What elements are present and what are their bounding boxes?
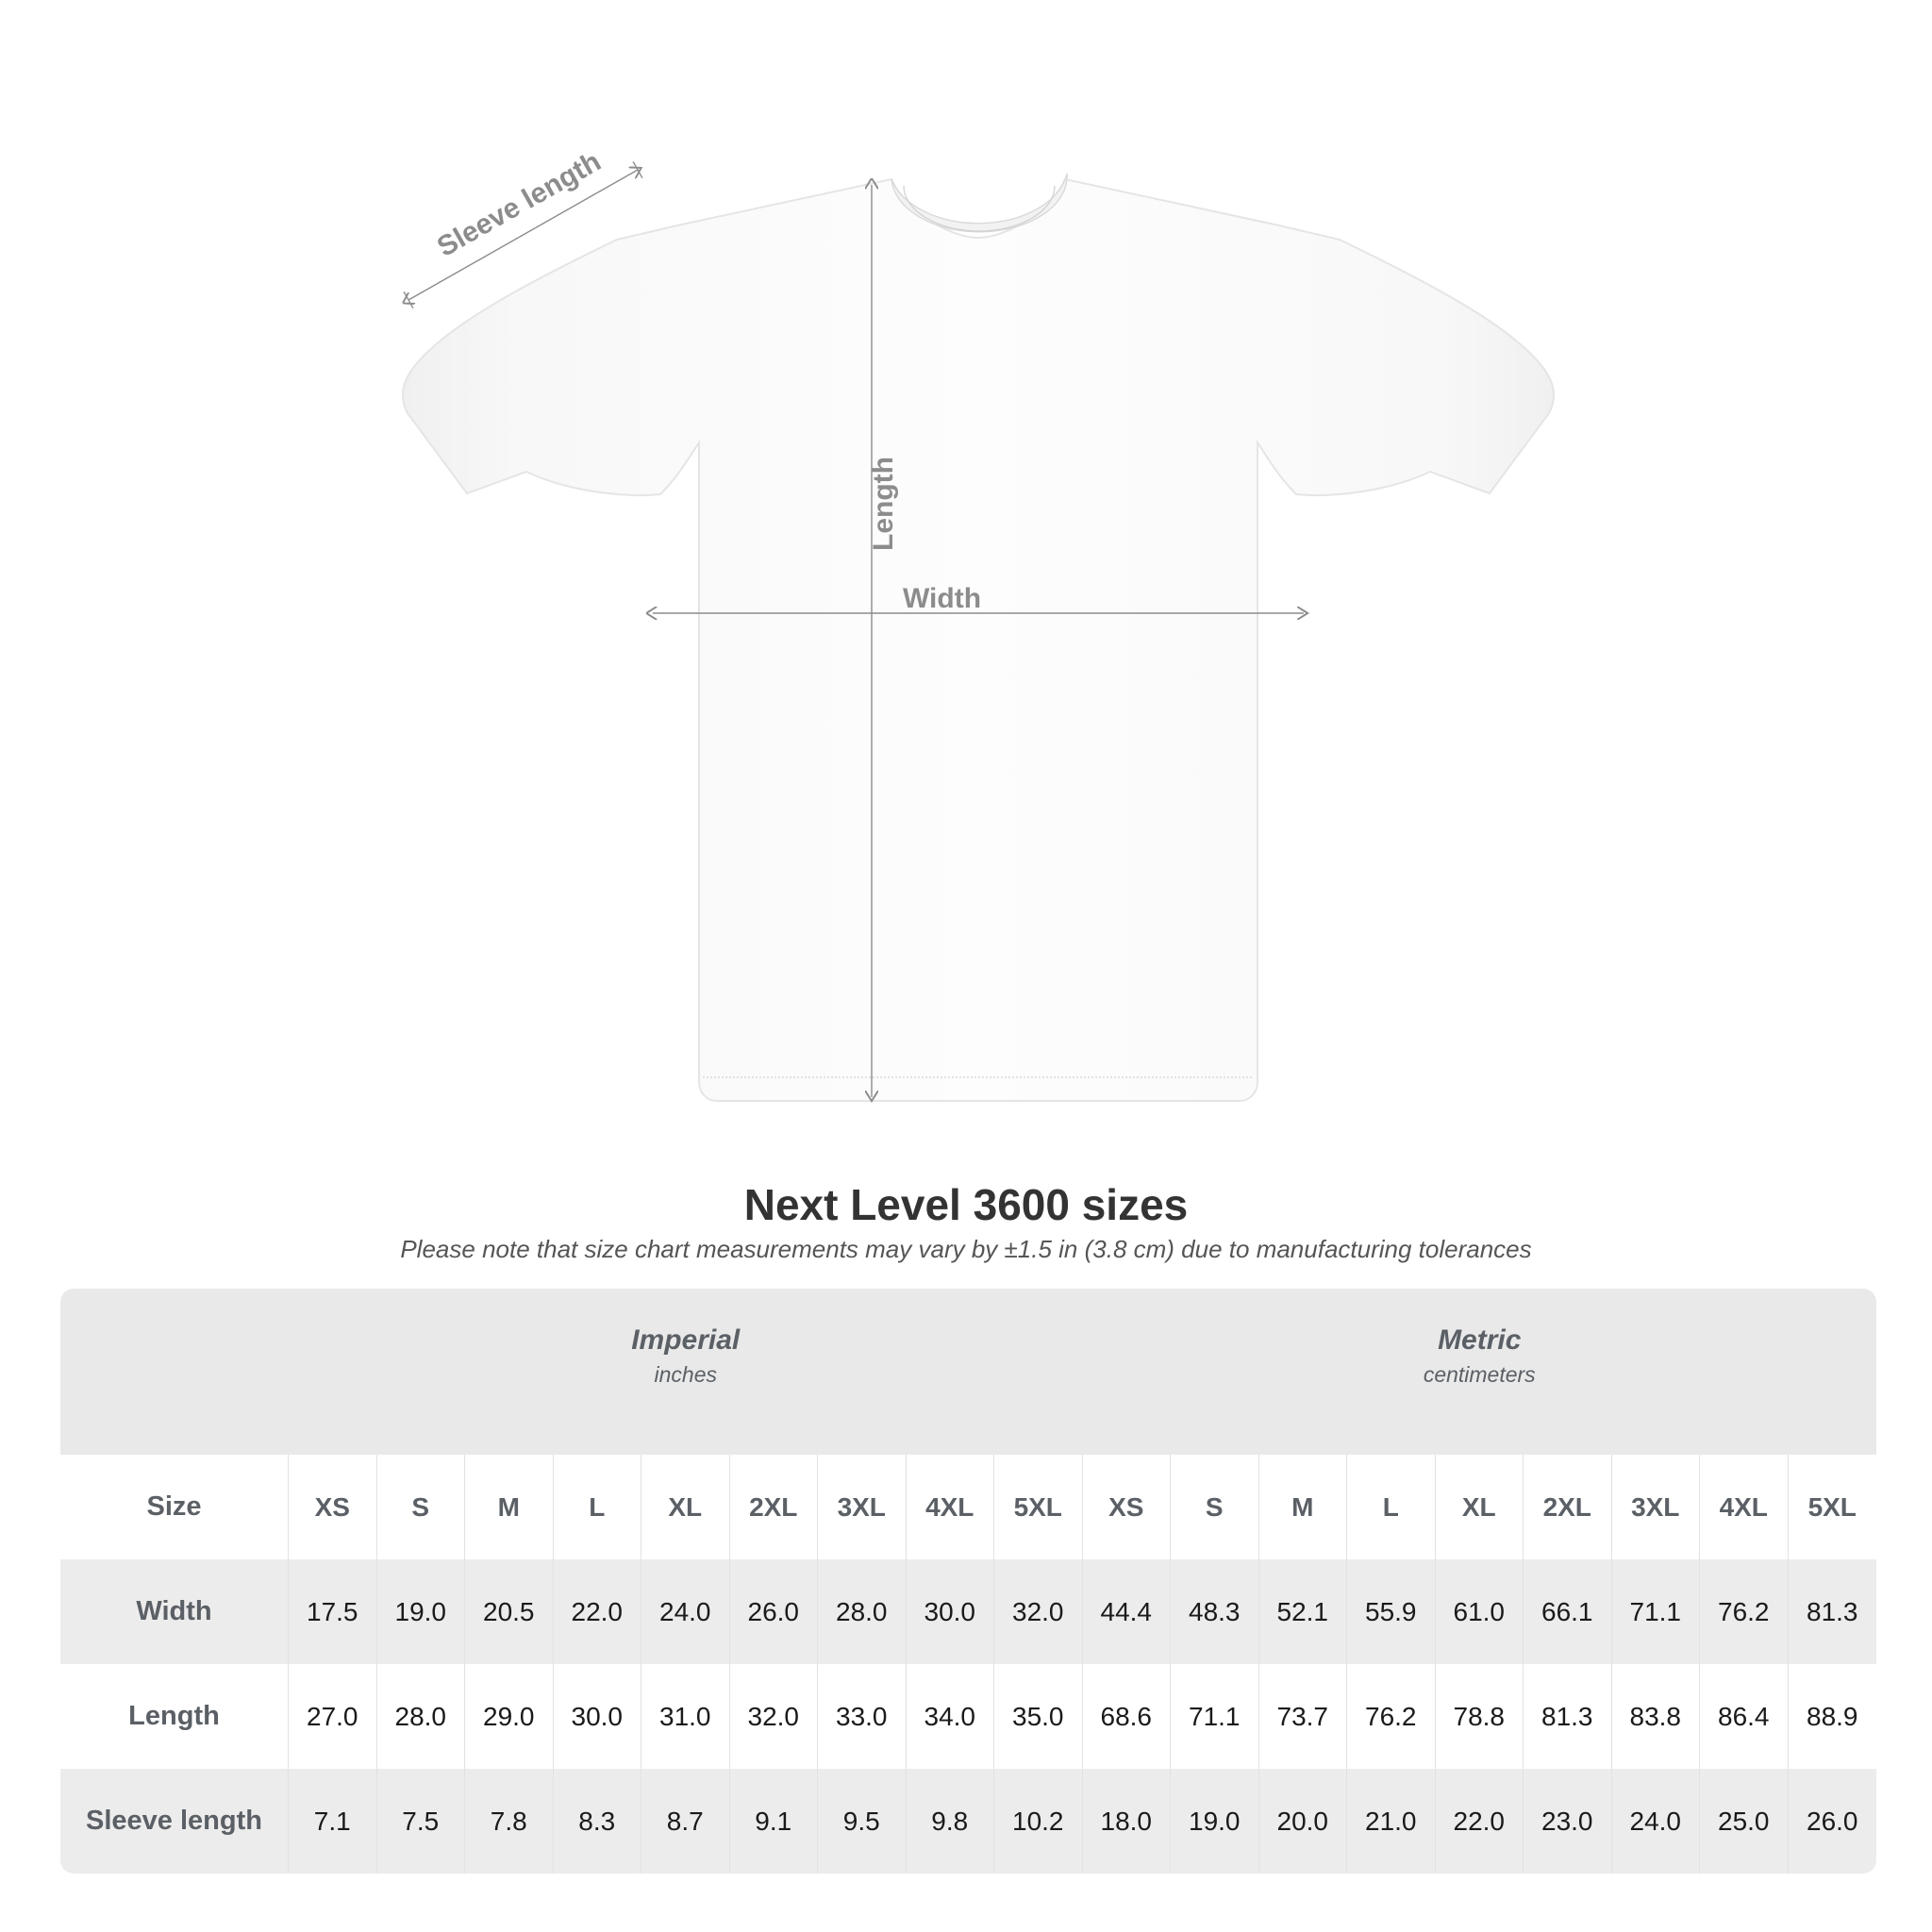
svg-text:Length: Length	[868, 457, 899, 551]
svg-text:Sleeve length: Sleeve length	[432, 146, 606, 263]
svg-text:Width: Width	[903, 583, 981, 614]
